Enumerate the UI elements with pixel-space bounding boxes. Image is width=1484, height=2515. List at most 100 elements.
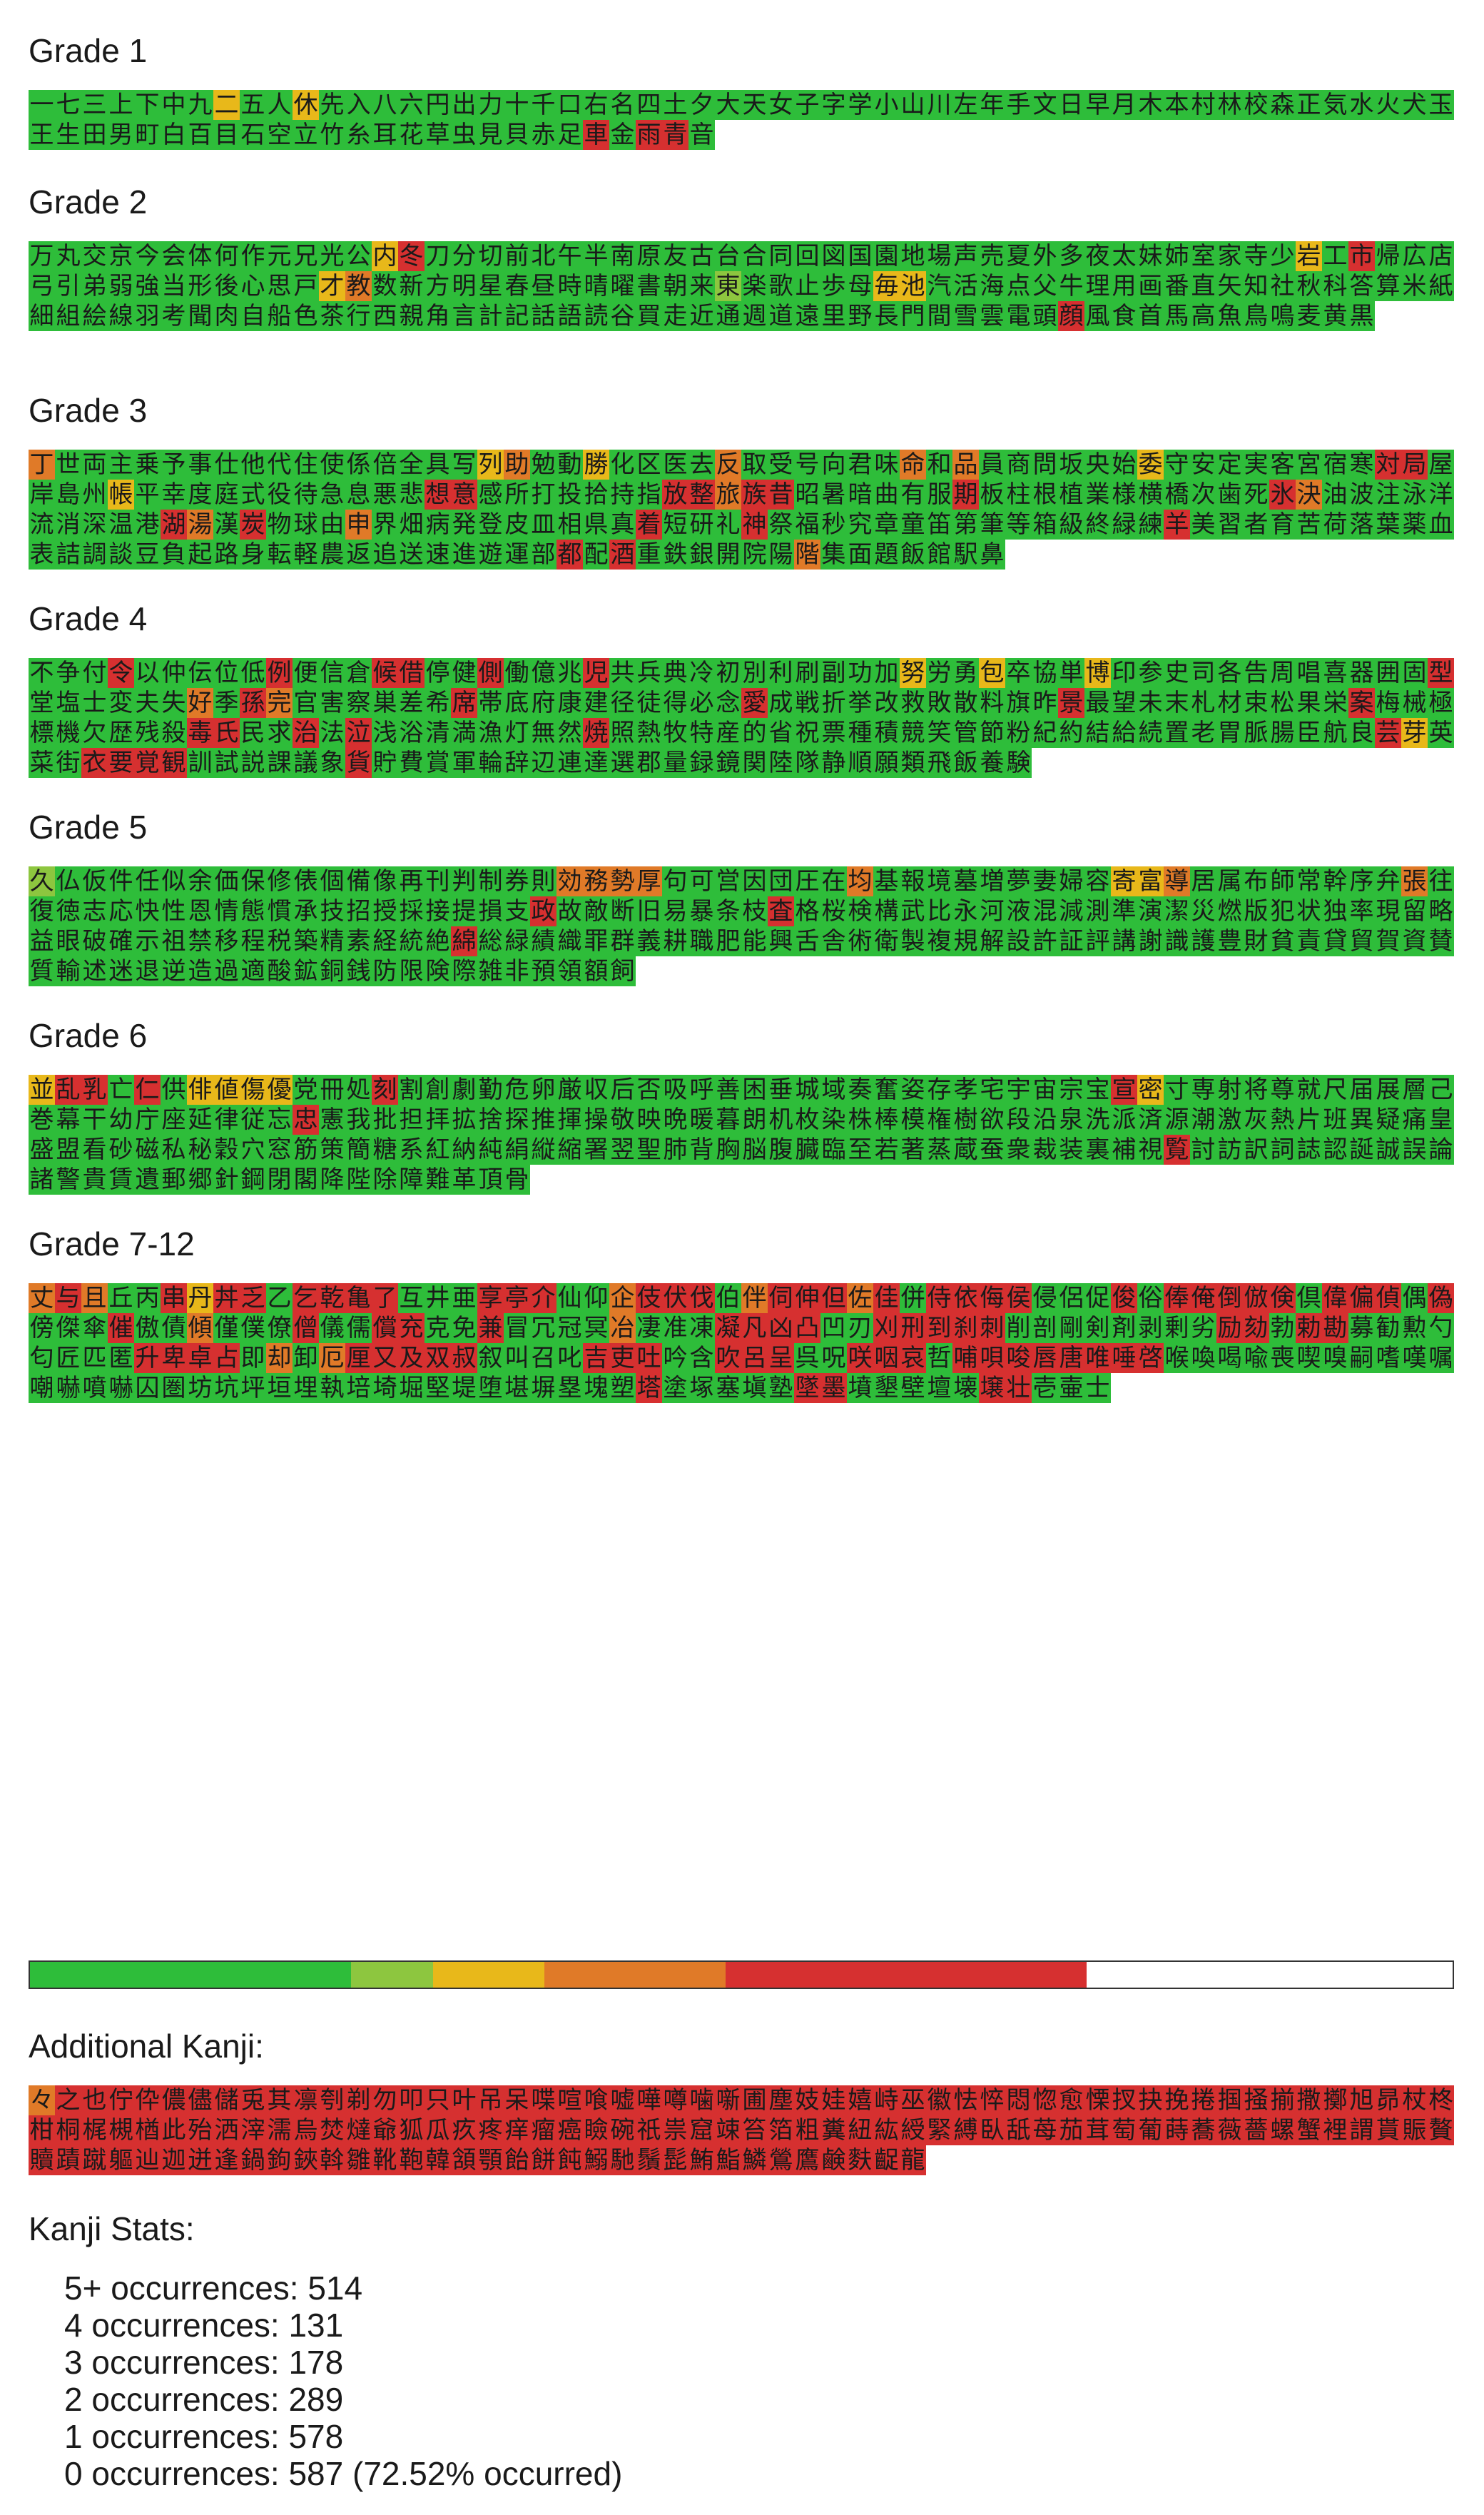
kanji-cell: 礼 [715,510,741,540]
kanji-cell: 善 [715,1075,741,1105]
kanji-cell: 士 [81,688,108,718]
kanji-cell: 其 [266,2085,293,2115]
kanji-cell: 週 [741,301,768,331]
kanji-cell: 証 [1058,926,1084,956]
grade-7-12-heading: Grade 7-12 [29,1225,195,1262]
kanji-cell: 暖 [688,1105,715,1135]
kanji-cell: 直 [1190,271,1216,301]
kanji-cell: 特 [688,718,715,748]
kanji-cell: 易 [662,896,688,926]
kanji-cell: 梶 [81,2115,108,2145]
kanji-cell: 殺 [161,718,187,748]
kanji-cell: 塀 [530,1373,556,1403]
kanji-cell: 楽 [741,271,768,301]
kanji-cell: 実 [1243,450,1269,480]
kanji-cell: 后 [609,1075,636,1105]
kanji-cell: 頷 [451,2145,477,2175]
kanji-cell: 古 [688,241,715,271]
kanji-cell: 災 [1190,896,1216,926]
kanji-cell: 貨 [345,748,372,778]
kanji-cell: 疼 [477,2115,504,2145]
kanji-cell: 鮪 [688,2145,715,2175]
kanji-cell: 現 [1375,896,1401,926]
kanji-cell: 侵 [1032,1283,1058,1313]
kanji-cell: 冠 [556,1313,583,1343]
kanji-cell: 迸 [187,2145,213,2175]
kanji-cell: 査 [768,896,794,926]
kanji-cell: 品 [952,450,979,480]
kanji-cell: 史 [1164,658,1190,688]
kanji-cell: 舌 [794,926,820,956]
kanji-cell: 経 [372,926,398,956]
kanji-cell: 外 [1032,241,1058,271]
kanji-cell: 雪 [952,301,979,331]
kanji-cell: 感 [477,480,504,510]
kanji-cell: 皿 [530,510,556,540]
kanji-cell: 消 [55,510,81,540]
kanji-cell: 春 [504,271,530,301]
kanji-cell: 険 [425,956,451,986]
kanji-cell: 蒸 [926,1135,952,1165]
kanji-cell: 殆 [187,2115,213,2145]
kanji-cell: 場 [926,241,952,271]
kanji-cell: 薔 [1243,2115,1269,2145]
kanji-cell: 剃 [345,2085,372,2115]
kanji-cell: 考 [161,301,187,331]
kanji-cell: 伸 [794,1283,820,1313]
kanji-cell: 唯 [1084,1343,1111,1373]
kanji-cell: 予 [161,450,187,480]
kanji-cell: 賀 [1375,926,1401,956]
kanji-cell: 孝 [952,1075,979,1105]
kanji-cell: 燵 [345,2115,372,2145]
kanji-cell: 大 [715,90,741,120]
kanji-cell: 季 [213,688,240,718]
kanji-cell: 撒 [1296,2085,1322,2115]
kanji-cell: 雛 [345,2145,372,2175]
kanji-cell: 却 [266,1343,293,1373]
kanji-cell: 益 [29,926,55,956]
kanji-cell: 吊 [477,2085,504,2115]
kanji-cell: 血 [1428,510,1454,540]
kanji-cell: 耕 [662,926,688,956]
kanji-stats-heading: Kanji Stats: [29,2210,195,2247]
kanji-cell: 蚕 [979,1135,1005,1165]
kanji-cell: 介 [530,1283,556,1313]
kanji-cell: 授 [372,896,398,926]
kanji-cell: 見 [477,120,504,150]
kanji-cell: 魚 [1216,301,1243,331]
kanji-cell: 行 [345,301,372,331]
kanji-cell: 厚 [636,866,662,896]
kanji-cell: 召 [530,1343,556,1373]
kanji-cell: 松 [1269,688,1296,718]
kanji-cell: 堪 [504,1373,530,1403]
kanji-cell: 無 [530,718,556,748]
kanji-cell: 訪 [1216,1135,1243,1165]
kanji-cell: 原 [636,241,662,271]
kanji-cell: 昼 [530,271,556,301]
kanji-cell: 屋 [1428,450,1454,480]
kanji-cell: 偶 [1401,1283,1428,1313]
stat-3: 3 occurrences: 178 [64,2344,344,2381]
kanji-cell: 立 [293,120,319,150]
kanji-cell: 告 [1243,658,1269,688]
kanji-cell: 剖 [1032,1313,1058,1343]
kanji-cell: 壷 [1058,1373,1084,1403]
kanji-cell: 夕 [688,90,715,120]
kanji-cell: 降 [319,1165,345,1195]
kanji-cell: 勲 [1401,1313,1428,1343]
kanji-cell: 単 [1058,658,1084,688]
kanji-cell: 隊 [794,748,820,778]
kanji-cell: 焚 [319,2115,345,2145]
kanji-cell: 病 [425,510,451,540]
kanji-cell: 学 [847,90,873,120]
kanji-cell: 黒 [1348,301,1375,331]
kanji-cell: 橋 [1164,480,1190,510]
kanji-cell: 逢 [213,2145,240,2175]
grade-3-kanji-grid: 丁世両主乗予事仕他代住使係倍全具写列助勉動勝化区医去反取受号向君味命和品員商問坂… [29,450,1455,570]
kanji-cell: 丸 [55,241,81,271]
kanji-cell: 俺 [1190,1283,1216,1313]
kanji-cell: 和 [926,450,952,480]
kanji-cell: 批 [372,1105,398,1135]
kanji-cell: 罪 [583,926,609,956]
kanji-cell: 収 [583,1075,609,1105]
